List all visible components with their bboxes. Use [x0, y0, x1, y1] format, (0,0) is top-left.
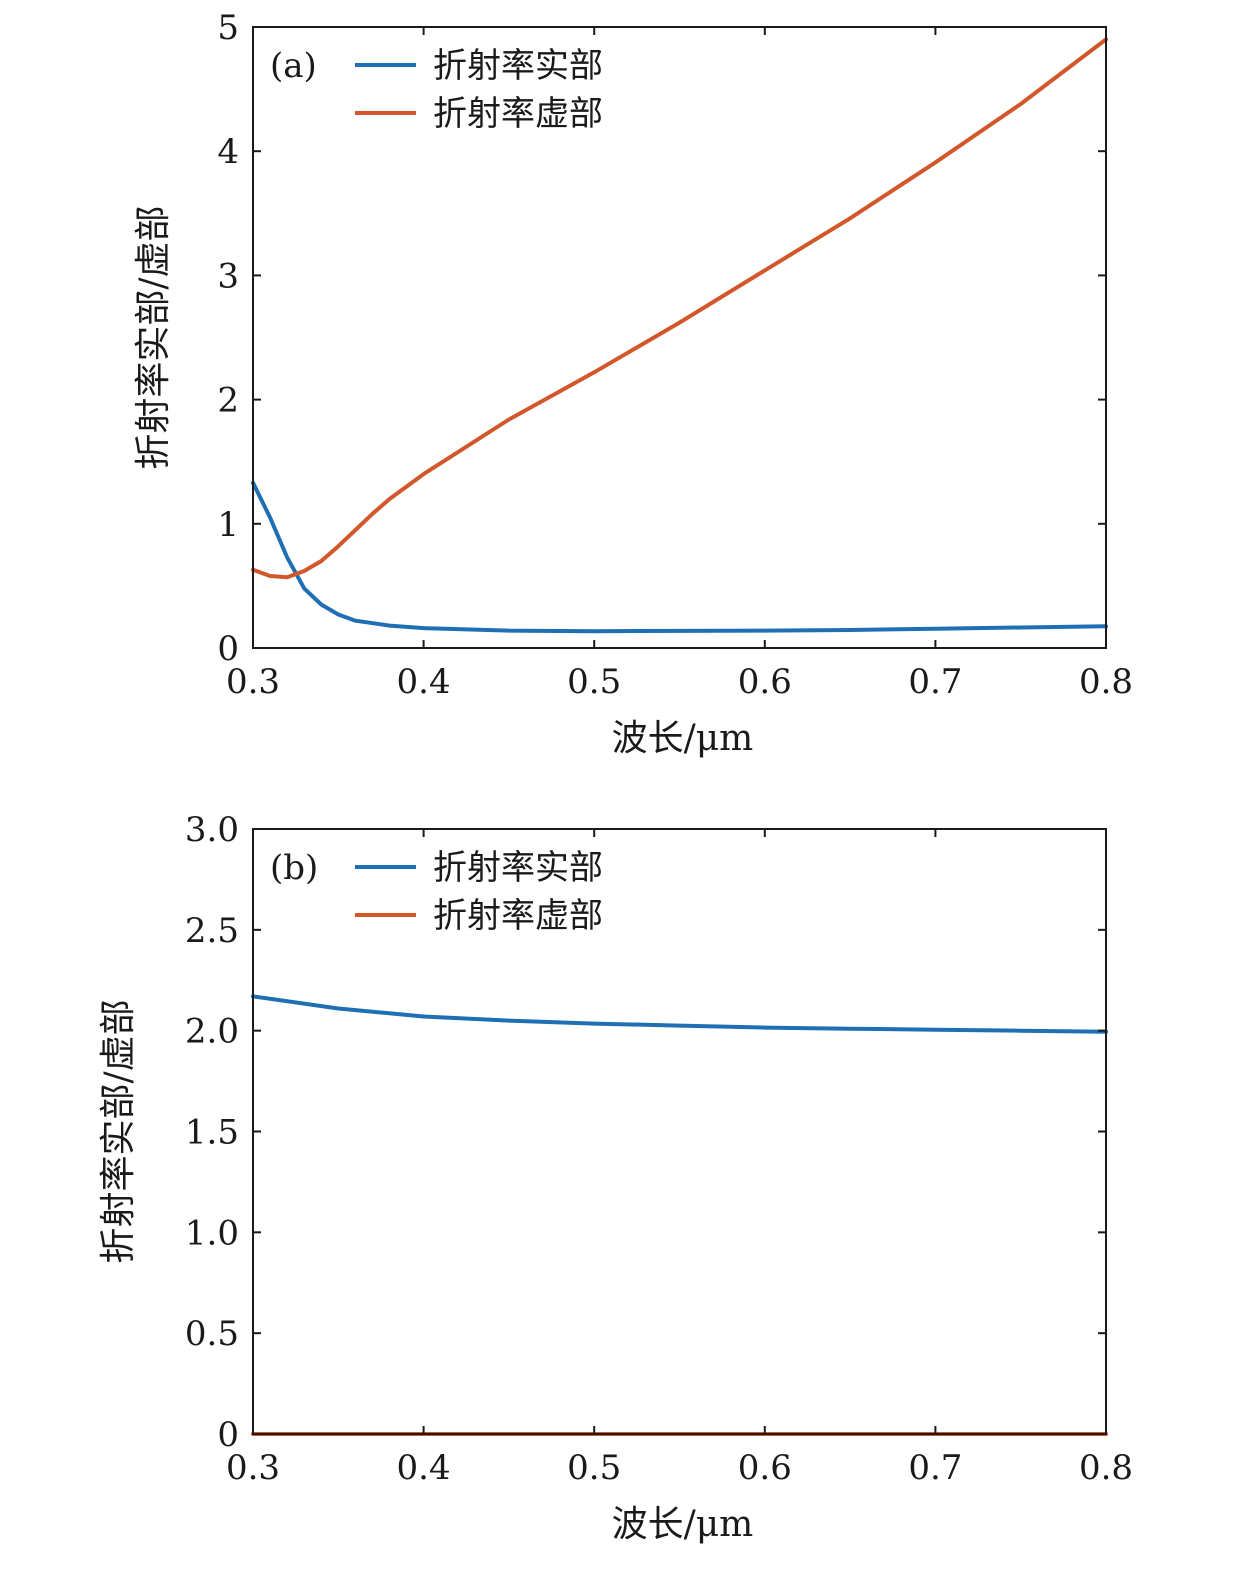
chart-panel-a: 0.3 0.4 0.5 0.6 0.7 0.8 0 1 2 3 4 5 波长/μm 折射率实部/虚部 (a)… — [133, 8, 1133, 759]
legend-label-imag: 折射率虚部 — [433, 896, 603, 936]
x-tick-label: 0.8 — [1079, 662, 1133, 702]
y-tick-label: 0 — [217, 1415, 239, 1455]
y-tick-label: 1.5 — [185, 1113, 239, 1153]
y-tick-label: 2 — [217, 381, 239, 421]
x-tick-label: 0.8 — [1079, 1448, 1133, 1488]
series-line-real — [251, 480, 1108, 634]
y-tick-label: 0 — [217, 629, 239, 669]
x-axis-label: 波长/μm — [612, 1504, 754, 1545]
y-tick-label: 0.5 — [185, 1314, 239, 1354]
y-tick-label: 2.5 — [185, 911, 239, 951]
x-tick-label: 0.5 — [567, 1448, 621, 1488]
y-tick-label: 2.0 — [185, 1012, 239, 1052]
x-tick-label: 0.7 — [908, 1448, 962, 1488]
panel-label: (a) — [270, 46, 317, 86]
y-axis-label: 折射率实部/虚部 — [133, 205, 174, 469]
chart-panel-b: 0.3 0.4 0.5 0.6 0.7 0.8 0 0.5 1.0 1.5 2.0 2.5 3.0 波长/… — [98, 810, 1133, 1545]
y-tick-label: 3 — [217, 256, 239, 296]
y-tick-label: 5 — [217, 8, 239, 48]
x-axis-label: 波长/μm — [612, 718, 754, 759]
y-axis-label: 折射率实部/虚部 — [98, 999, 139, 1263]
x-tick-label: 0.3 — [226, 662, 280, 702]
x-tick-label: 0.6 — [738, 662, 792, 702]
y-tick-label: 3.0 — [185, 810, 239, 850]
y-tick-label: 1 — [217, 505, 239, 545]
y-tick-label: 4 — [217, 132, 239, 172]
x-tick-label: 0.4 — [397, 662, 451, 702]
panel-label: (b) — [270, 848, 318, 888]
x-tick-label: 0.6 — [738, 1448, 792, 1488]
x-tick-label: 0.4 — [397, 1448, 451, 1488]
x-tick-label: 0.7 — [908, 662, 962, 702]
plot-frame — [252, 26, 1107, 649]
legend-label-imag: 折射率虚部 — [433, 94, 603, 134]
legend-label-real: 折射率实部 — [433, 46, 603, 86]
series-line-imag — [251, 37, 1108, 580]
series-line-real — [251, 994, 1108, 1034]
y-tick-label: 1.0 — [185, 1213, 239, 1253]
legend-label-real: 折射率实部 — [433, 848, 603, 888]
x-tick-label: 0.3 — [226, 1448, 280, 1488]
x-tick-label: 0.5 — [567, 662, 621, 702]
plot-frame — [252, 828, 1107, 1435]
